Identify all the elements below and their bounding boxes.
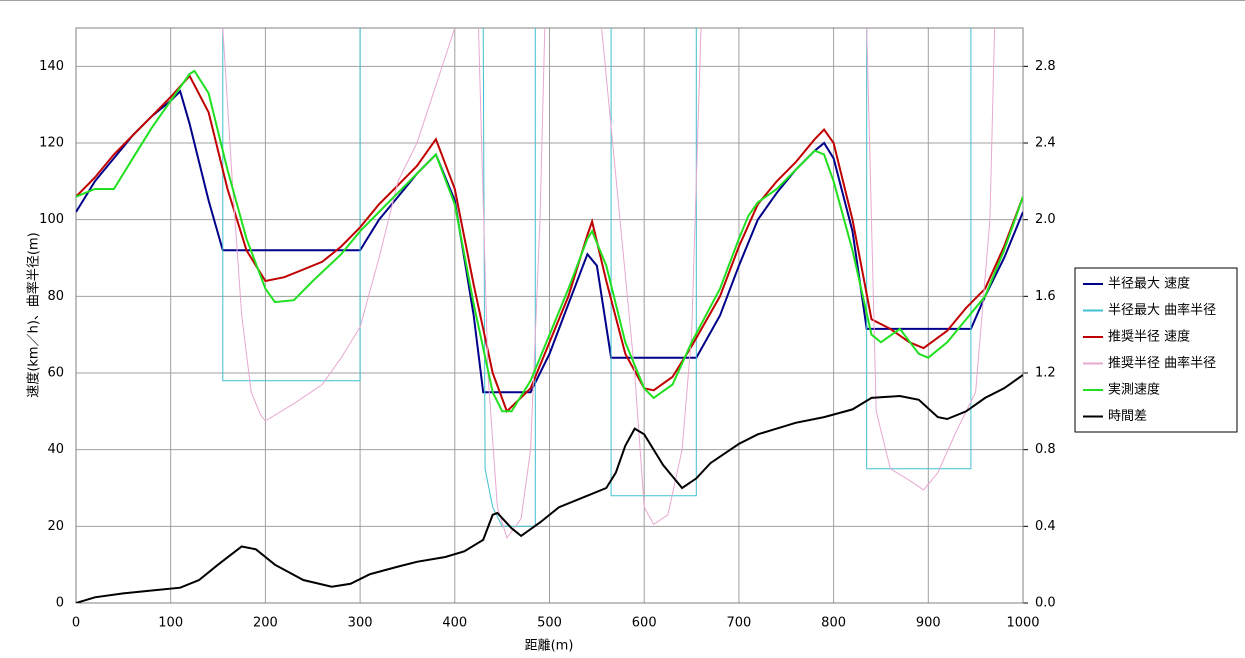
series-line [76,374,1023,603]
legend-label: 実測速度 [1108,382,1160,398]
y2-tick-label: 1.6 [1035,289,1056,304]
y2-tick-label: 0.0 [1035,596,1056,611]
y-tick-label: 140 [39,59,64,74]
x-tick-label: 200 [253,616,278,631]
x-tick-label: 300 [348,616,373,631]
y2-tick-label: 0.8 [1035,442,1056,457]
series-line [76,89,1023,394]
x-tick-label: 1000 [1006,616,1039,631]
x-tick-label: 700 [726,616,751,631]
y-tick-label: 100 [39,212,64,227]
x-tick-label: 400 [442,616,467,631]
y-axis-label: 速度(km／h)、曲率半径(m) [26,232,42,397]
series-line [222,28,972,527]
y-tick-label: 60 [47,366,64,381]
y2-tick-label: 2.8 [1035,59,1056,74]
x-tick-label: 900 [916,616,941,631]
y-tick-label: 80 [47,289,64,304]
plot-border [75,27,1024,604]
x-tick-label: 500 [537,616,562,631]
x-tick-label: 600 [632,616,657,631]
y-tick-label: 40 [47,442,64,457]
series-line [222,28,996,539]
y2-tick-label: 2.0 [1035,212,1056,227]
y-tick-label: 0 [56,596,64,611]
x-tick-label: 0 [72,616,80,631]
legend-label: 時間差 [1108,409,1147,424]
legend-label: 半径最大 速度 [1108,276,1190,292]
legend-label: 推奨半径 速度 [1108,329,1190,345]
y2-tick-label: 1.2 [1035,366,1056,381]
y-tick-label: 20 [47,519,64,534]
series-line [76,69,1023,413]
plot-lines [76,28,1023,603]
legend-label: 推奨半径 曲率半径 [1108,355,1216,371]
series-line [76,74,1023,414]
x-tick-label: 100 [158,616,183,631]
y2-tick-label: 2.4 [1035,136,1056,151]
legend-label: 半径最大 曲率半径 [1108,302,1216,318]
y-tick-label: 120 [39,136,64,151]
x-axis-label: 距離(m) [525,639,574,654]
legend [1074,267,1238,433]
x-tick-label: 800 [821,616,846,631]
y2-tick-label: 0.4 [1035,519,1056,534]
